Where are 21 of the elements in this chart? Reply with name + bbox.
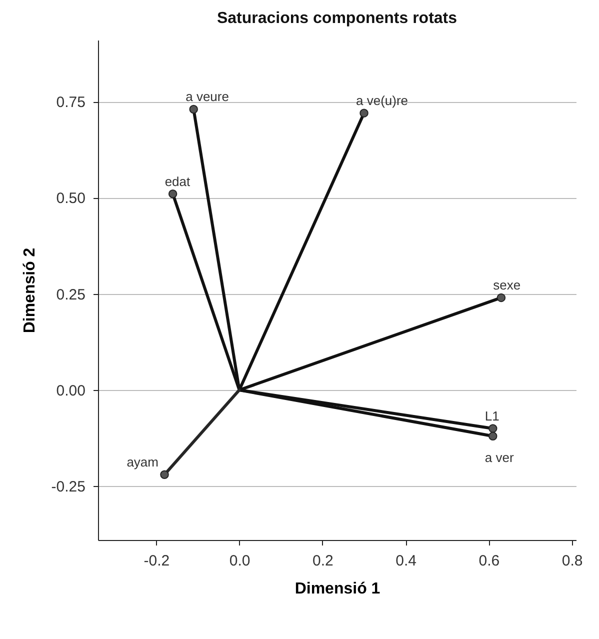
x-axis-title: Dimensió 1 [294, 580, 380, 598]
x-tick-label: 0.2 [312, 552, 334, 570]
series-label: a ver [484, 450, 514, 466]
chart-title: Saturacions components rotats [216, 10, 458, 27]
series-label: a veure [186, 89, 229, 104]
y-tick-label: 0.75 [56, 94, 86, 112]
x-tick-label: -0.2 [144, 552, 170, 570]
x-tick-label: 0.8 [562, 552, 583, 570]
y-tick-label: -0.25 [51, 478, 86, 496]
series-label: L1 [484, 408, 500, 424]
series-label: edat [164, 174, 191, 189]
y-tick-label: 0.00 [56, 382, 86, 400]
x-tick-label: 0.6 [478, 552, 500, 570]
y-tick-label: 0.25 [56, 286, 86, 304]
y-axis-title: Dimensió 2 [21, 248, 38, 334]
series-label: ayam [126, 454, 159, 470]
x-tick-label: 0.0 [229, 552, 250, 570]
series-label: sexe [493, 278, 521, 293]
y-tick-label: 0.50 [56, 190, 86, 208]
x-tick-label: 0.4 [396, 552, 417, 570]
series-label: a ve(u)re [356, 93, 408, 108]
